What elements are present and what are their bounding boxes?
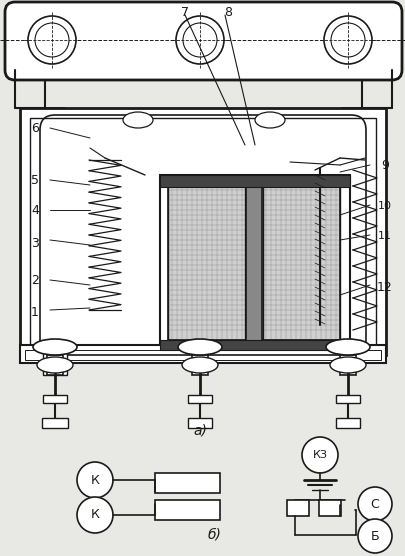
Bar xyxy=(25,350,380,360)
Bar xyxy=(192,355,207,375)
Text: 5: 5 xyxy=(31,173,39,186)
Bar xyxy=(42,418,68,428)
Ellipse shape xyxy=(123,112,153,128)
Text: а): а) xyxy=(193,423,207,437)
Text: КЗ: КЗ xyxy=(312,450,327,460)
Bar xyxy=(188,418,211,428)
Circle shape xyxy=(323,16,371,64)
Bar xyxy=(20,345,385,363)
Ellipse shape xyxy=(181,357,217,373)
Bar xyxy=(20,108,385,355)
Text: 2: 2 xyxy=(31,274,39,286)
Ellipse shape xyxy=(325,339,369,355)
Text: 1: 1 xyxy=(31,305,39,319)
Bar xyxy=(261,185,339,340)
Bar xyxy=(244,180,262,345)
Bar xyxy=(160,340,349,350)
Ellipse shape xyxy=(254,112,284,128)
Bar xyxy=(261,185,339,340)
Bar xyxy=(168,185,245,340)
FancyBboxPatch shape xyxy=(5,2,401,80)
Circle shape xyxy=(28,16,76,64)
Text: 4: 4 xyxy=(31,203,39,216)
Bar xyxy=(286,500,308,516)
Text: 3: 3 xyxy=(31,236,39,250)
Circle shape xyxy=(357,487,391,521)
Text: 9: 9 xyxy=(380,158,388,171)
Text: Б: Б xyxy=(370,529,378,543)
Circle shape xyxy=(301,437,337,473)
Text: К: К xyxy=(90,474,99,486)
Circle shape xyxy=(330,23,364,57)
Bar xyxy=(47,355,63,375)
Circle shape xyxy=(77,497,113,533)
Bar xyxy=(160,175,349,350)
Text: 8: 8 xyxy=(224,6,231,18)
Bar xyxy=(318,500,340,516)
Bar xyxy=(43,395,67,403)
Text: 10: 10 xyxy=(377,201,391,211)
Circle shape xyxy=(77,462,113,498)
Text: б): б) xyxy=(207,528,222,542)
Ellipse shape xyxy=(177,339,222,355)
Circle shape xyxy=(357,519,391,553)
Bar xyxy=(168,185,245,340)
Bar xyxy=(30,118,375,345)
Circle shape xyxy=(183,23,216,57)
Text: 12: 12 xyxy=(376,280,392,294)
Ellipse shape xyxy=(33,339,77,355)
Ellipse shape xyxy=(329,357,365,373)
Bar xyxy=(188,395,211,403)
Text: 6: 6 xyxy=(31,122,39,135)
Bar xyxy=(43,345,67,375)
Text: 11: 11 xyxy=(377,231,391,241)
Text: 7: 7 xyxy=(181,6,189,18)
Text: К: К xyxy=(90,509,99,522)
Bar xyxy=(335,418,359,428)
Ellipse shape xyxy=(37,357,73,373)
Bar xyxy=(339,355,355,375)
Bar xyxy=(155,473,220,493)
Bar xyxy=(155,500,220,520)
Text: С: С xyxy=(370,498,378,510)
Circle shape xyxy=(35,23,69,57)
Circle shape xyxy=(175,16,224,64)
Bar xyxy=(160,175,349,187)
Bar xyxy=(335,395,359,403)
